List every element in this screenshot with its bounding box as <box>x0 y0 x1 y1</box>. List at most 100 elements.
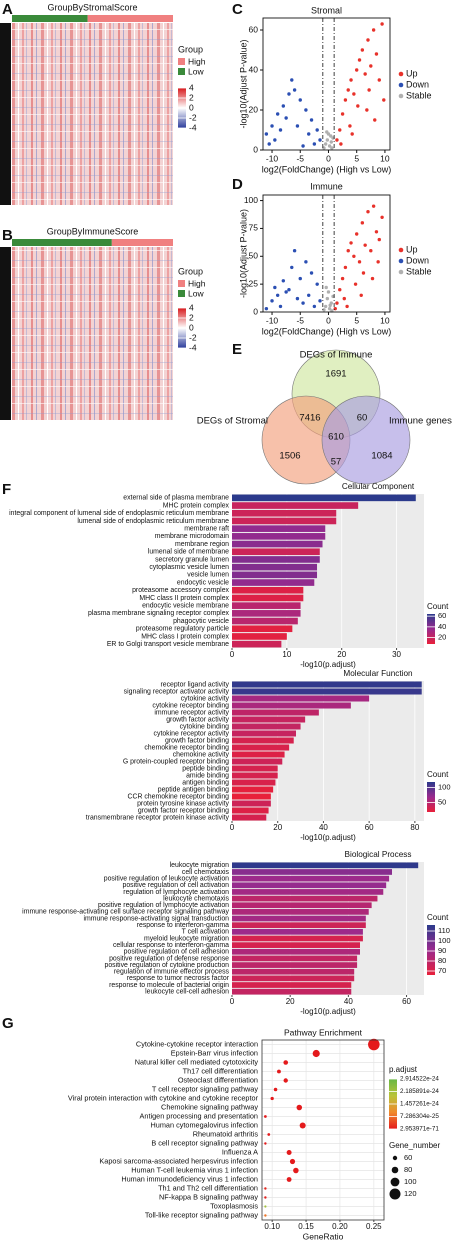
bar <box>232 922 366 929</box>
x-tick-label: 0 <box>230 650 235 659</box>
data-point <box>356 104 360 108</box>
category-label: leukocyte cell-cell adhesion <box>145 989 229 996</box>
category-label: protein tyrosine kinase activity <box>137 800 229 807</box>
colorbar-tick-label: 60 <box>438 611 446 620</box>
colorbar-tick-label: -4 <box>189 342 197 352</box>
data-point <box>284 290 288 294</box>
bar <box>232 751 285 758</box>
bar <box>232 982 352 988</box>
data-point <box>350 132 354 136</box>
data-point <box>298 98 302 102</box>
legend-label: Up <box>406 68 418 78</box>
bar <box>232 594 304 602</box>
category-label: plasma membrane signaling receptor compl… <box>88 610 229 617</box>
bar <box>232 602 301 609</box>
x-tick-label: 10 <box>282 650 291 659</box>
x-tick-label: 40 <box>319 823 328 832</box>
plot-border <box>262 17 391 151</box>
venn-count: 7416 <box>299 413 320 424</box>
data-point <box>352 92 356 96</box>
bar <box>232 579 315 586</box>
data-point <box>363 72 367 76</box>
data-point <box>304 260 308 264</box>
venn-set <box>321 395 411 485</box>
dot <box>312 1049 320 1058</box>
bar <box>232 875 390 882</box>
data-point <box>298 276 302 281</box>
data-point <box>366 210 370 214</box>
data-point <box>281 104 286 108</box>
dot <box>264 1196 267 1199</box>
dot <box>293 1167 299 1174</box>
colorbar-tick-label: 70 <box>438 966 446 975</box>
colorbar <box>427 925 435 975</box>
bar <box>232 915 366 922</box>
heatmap-cells <box>12 23 173 205</box>
category-label: cytokine receptor binding <box>152 702 229 709</box>
data-point <box>343 265 348 270</box>
category-label: Osteoclast differentiation <box>178 1075 258 1084</box>
colorbar-tick-label: 110 <box>438 926 450 935</box>
data-point <box>370 276 375 281</box>
category-label: Th17 cell differentiation <box>183 1066 258 1075</box>
x-tick-label: 0 <box>326 153 331 163</box>
data-point <box>361 271 366 275</box>
category-label: cytokine receptor activity <box>154 730 230 737</box>
category-label: lumenal side of endoplasmic reticulum me… <box>77 518 229 525</box>
x-axis-label: -log10(p.adjust) <box>300 833 356 842</box>
data-point <box>340 276 345 281</box>
legend-label: Up <box>406 244 418 254</box>
colorbar-tick-label: 2 <box>189 312 194 322</box>
legend-title: Group <box>178 44 203 54</box>
bar <box>232 509 337 517</box>
data-point <box>340 112 345 116</box>
venn-set-label: DEGs of Stromal <box>197 416 268 427</box>
bar <box>232 758 283 765</box>
data-point <box>304 108 308 112</box>
chart-title: Immune <box>310 181 343 191</box>
colorbar-tick-label: 4 <box>189 82 194 92</box>
category-label: Human immunodeficiency virus 1 infection <box>121 1174 258 1183</box>
bar <box>232 765 278 772</box>
bar <box>232 862 419 869</box>
group-bar <box>111 239 173 246</box>
legend-swatch <box>178 280 185 287</box>
category-label: MHC class II protein complex <box>139 595 229 602</box>
x-tick-label: 0 <box>230 997 235 1006</box>
x-axis-label: log2(FoldChange) (High vs Low) <box>262 326 392 336</box>
data-point <box>325 296 330 301</box>
colorbar-tick-label: -2 <box>189 112 197 122</box>
category-label: membrane region <box>175 541 229 548</box>
colorbar-tick-label: 90 <box>438 946 446 955</box>
category-label: vesicle lumen <box>187 572 229 579</box>
data-point <box>353 282 358 286</box>
colorbar-tick-label: 100 <box>438 782 451 791</box>
y-axis-label: -log10(Adjust P-value) <box>238 209 248 298</box>
bar <box>232 517 337 525</box>
group-bar <box>87 15 173 22</box>
data-point <box>315 128 319 132</box>
data-point <box>339 142 343 146</box>
data-point <box>330 146 334 150</box>
y-tick-label: 40 <box>249 64 259 74</box>
size-legend-marker <box>392 1155 398 1161</box>
legend-label: Stable <box>406 266 432 276</box>
data-point <box>371 204 376 208</box>
bar <box>232 895 378 902</box>
legend-title: Count <box>427 913 449 922</box>
category-label: regulation of immune effector process <box>114 969 230 976</box>
category-label: regulation of lymphocyte activation <box>123 889 229 896</box>
y-tick-label: 50 <box>249 251 259 261</box>
colorbar-tick-label: 80 <box>438 956 446 965</box>
legend-marker <box>398 258 404 264</box>
size-legend-marker <box>390 1177 400 1187</box>
data-point <box>307 132 311 136</box>
bar <box>232 556 320 563</box>
bar <box>232 786 274 793</box>
bar <box>232 807 269 814</box>
y-axis-label: -log10(Adjust P-value) <box>238 39 248 128</box>
category-label: external side of plasma membrane <box>123 495 229 502</box>
bar <box>232 633 287 640</box>
colorbar-tick-label: 2.185891e-24 <box>400 1088 439 1095</box>
